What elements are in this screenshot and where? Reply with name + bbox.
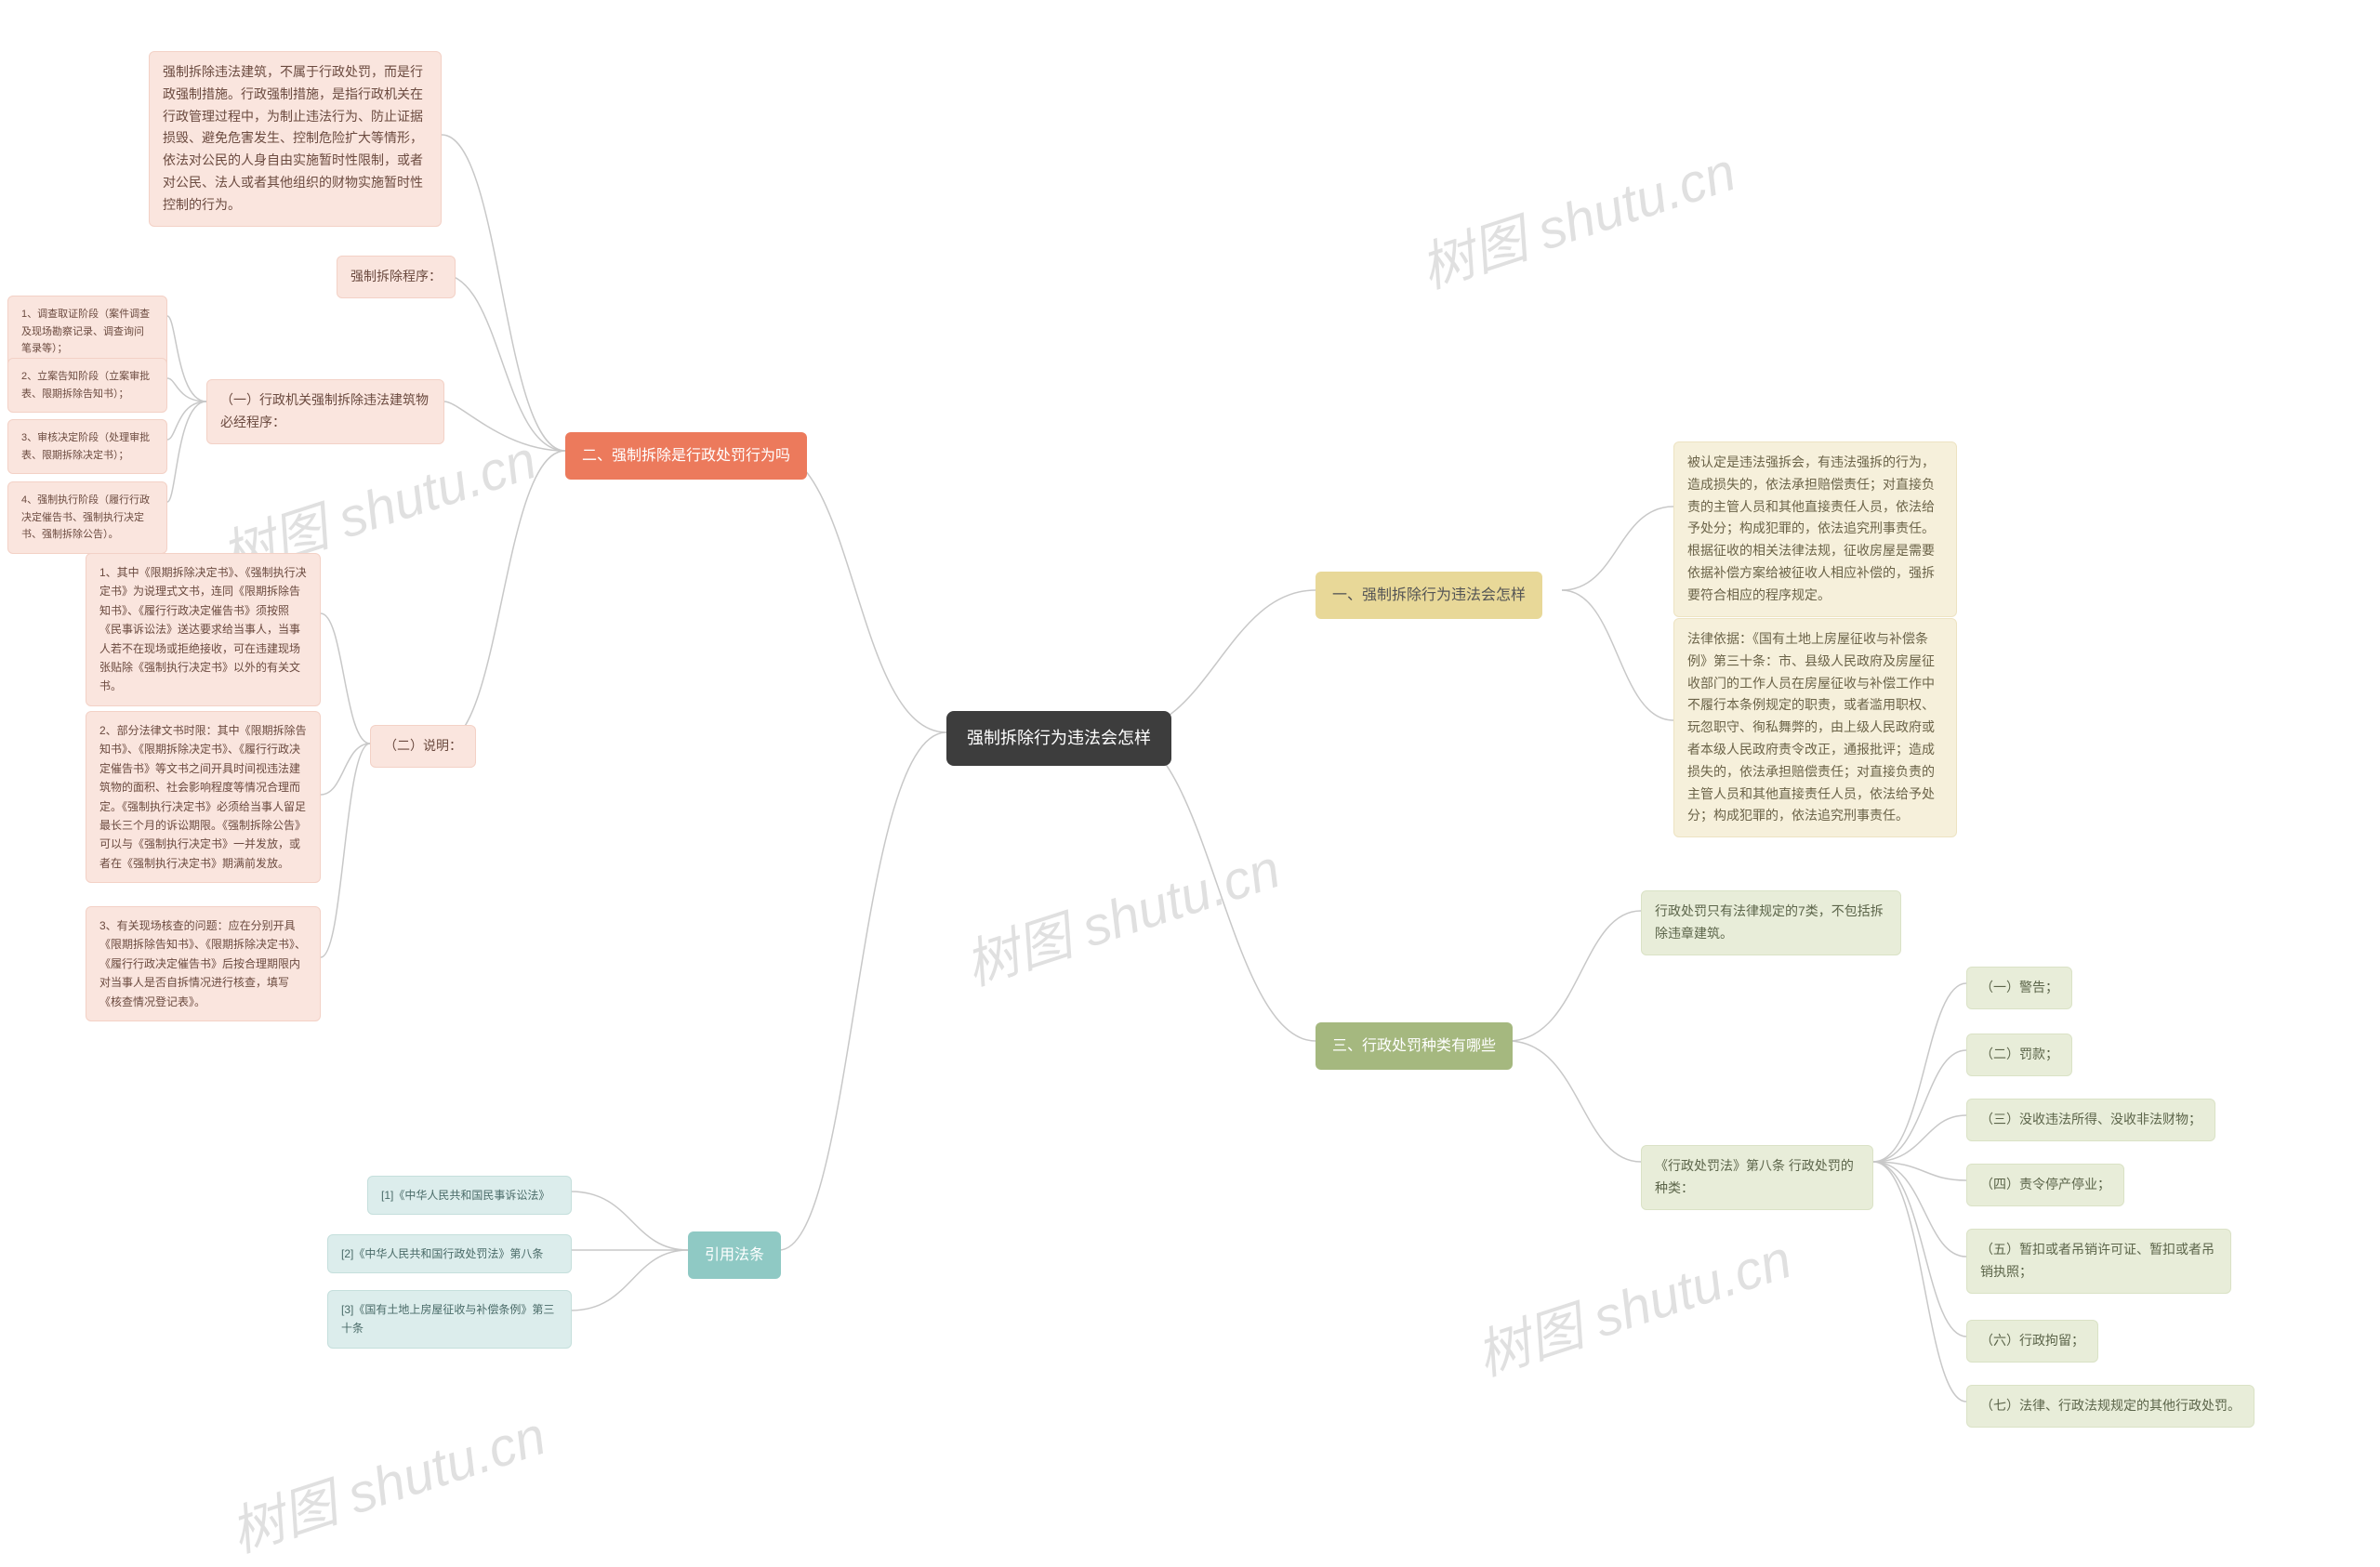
section2-sub2-item1: 1、其中《限期拆除决定书》、《强制执行决定书》为说理式文书，连同《限期拆除告知书… [86, 553, 321, 706]
branch-section3[interactable]: 三、行政处罚种类有哪些 [1316, 1022, 1513, 1070]
branch-section1[interactable]: 一、强制拆除行为违法会怎样 [1316, 572, 1542, 619]
watermark: 树图 shutu.cn [954, 825, 1289, 1000]
section3-item1: （一）警告； [1966, 967, 2072, 1009]
citation-item1: [1]《中华人民共和国民事诉讼法》 [367, 1176, 572, 1215]
section2-intro2: 强制拆除程序： [337, 256, 456, 298]
section3-item7: （七）法律、行政法规规定的其他行政处罚。 [1966, 1385, 2254, 1428]
section2-intro1: 强制拆除违法建筑，不属于行政处罚，而是行政强制措施。行政强制措施，是指行政机关在… [149, 51, 442, 227]
watermark: 树图 shutu.cn [1409, 128, 1744, 303]
section2-sub2-item3: 3、有关现场核查的问题：应在分别开具《限期拆除告知书》、《限期拆除决定书》、《履… [86, 906, 321, 1021]
section3-item2: （二）罚款； [1966, 1034, 2072, 1076]
section3-intro: 行政处罚只有法律规定的7类，不包括拆除违章建筑。 [1641, 890, 1901, 955]
section3-item3: （三）没收违法所得、没收非法财物； [1966, 1099, 2215, 1141]
section2-sub2[interactable]: （二）说明： [370, 725, 476, 768]
watermark: 树图 shutu.cn [1465, 1216, 1800, 1390]
section2-sub1-item4: 4、强制执行阶段（履行行政决定催告书、强制执行决定书、强制拆除公告）。 [7, 481, 167, 554]
branch-citations[interactable]: 引用法条 [688, 1231, 781, 1279]
section1-leaf1: 被认定是违法强拆会，有违法强拆的行为，造成损失的，依法承担赔偿责任；对直接负责的… [1673, 441, 1957, 617]
section2-sub1-item2: 2、立案告知阶段（立案审批表、限期拆除告知书）； [7, 358, 167, 413]
citation-item2: [2]《中华人民共和国行政处罚法》第八条 [327, 1234, 572, 1273]
section3-sublabel[interactable]: 《行政处罚法》第八条 行政处罚的种类： [1641, 1145, 1873, 1210]
citation-item3: [3]《国有土地上房屋征收与补偿条例》第三十条 [327, 1290, 572, 1349]
section3-item6: （六）行政拘留； [1966, 1320, 2098, 1363]
section2-sub1[interactable]: （一）行政机关强制拆除违法建筑物必经程序： [206, 379, 444, 444]
section3-item5: （五）暂扣或者吊销许可证、暂扣或者吊销执照； [1966, 1229, 2231, 1294]
watermark: 树图 shutu.cn [219, 1392, 554, 1567]
section1-leaf2: 法律依据：《国有土地上房屋征收与补偿条例》第三十条：市、县级人民政府及房屋征收部… [1673, 618, 1957, 837]
section2-sub1-item3: 3、审核决定阶段（处理审批表、限期拆除决定书）； [7, 419, 167, 474]
branch-section2[interactable]: 二、强制拆除是行政处罚行为吗 [565, 432, 807, 480]
mindmap-root[interactable]: 强制拆除行为违法会怎样 [946, 711, 1171, 766]
section3-item4: （四）责令停产停业； [1966, 1164, 2124, 1206]
section2-sub2-item2: 2、部分法律文书时限：其中《限期拆除告知书》、《限期拆除决定书》、《履行行政决定… [86, 711, 321, 883]
